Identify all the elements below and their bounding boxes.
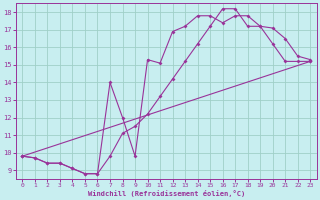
X-axis label: Windchill (Refroidissement éolien,°C): Windchill (Refroidissement éolien,°C) <box>88 190 245 197</box>
